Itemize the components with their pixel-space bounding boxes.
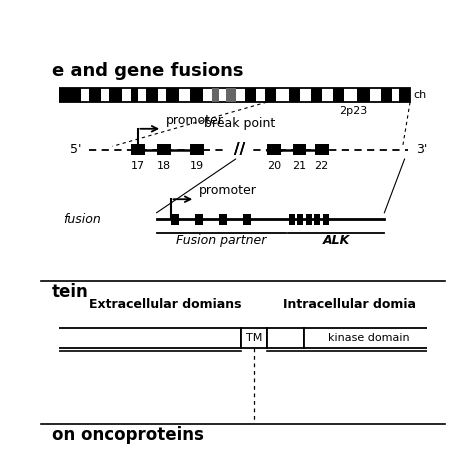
- Bar: [381, 88, 392, 102]
- Text: //: //: [234, 142, 245, 157]
- Bar: [212, 88, 219, 102]
- Bar: [89, 88, 101, 102]
- Bar: [292, 145, 307, 155]
- Text: 18: 18: [156, 161, 171, 171]
- Bar: [195, 214, 203, 225]
- Text: break point: break point: [204, 117, 275, 130]
- Bar: [219, 470, 243, 474]
- Text: ch: ch: [414, 90, 427, 100]
- Bar: [241, 328, 267, 348]
- Text: ALK: ALK: [322, 234, 350, 247]
- Bar: [109, 88, 122, 102]
- Bar: [333, 88, 344, 102]
- Bar: [94, 470, 219, 474]
- Bar: [306, 214, 311, 225]
- Bar: [303, 328, 434, 348]
- Text: 19: 19: [190, 161, 204, 171]
- Text: tein: tein: [52, 283, 89, 301]
- Bar: [131, 145, 145, 155]
- Text: //: //: [234, 142, 245, 157]
- Bar: [243, 470, 303, 474]
- Bar: [267, 145, 281, 155]
- Text: promoter: promoter: [166, 114, 224, 127]
- Bar: [357, 88, 370, 102]
- Bar: [219, 214, 227, 225]
- Text: 20: 20: [267, 161, 281, 171]
- Bar: [315, 145, 328, 155]
- Text: 5': 5': [70, 144, 82, 156]
- Bar: [156, 145, 171, 155]
- Bar: [267, 328, 303, 348]
- Bar: [311, 88, 322, 102]
- Bar: [265, 88, 276, 102]
- Bar: [52, 470, 94, 474]
- Bar: [399, 88, 410, 102]
- Bar: [314, 214, 320, 225]
- Text: on oncoproteins: on oncoproteins: [52, 426, 204, 444]
- Text: 3': 3': [416, 144, 427, 156]
- Bar: [166, 88, 179, 102]
- Bar: [323, 214, 328, 225]
- Bar: [297, 214, 303, 225]
- Text: 22: 22: [314, 161, 328, 171]
- Text: kinase domain: kinase domain: [328, 333, 410, 343]
- Text: promoter: promoter: [199, 184, 257, 197]
- Bar: [227, 88, 236, 102]
- Bar: [289, 88, 300, 102]
- Text: TM: TM: [246, 333, 262, 343]
- Bar: [52, 328, 241, 348]
- Bar: [289, 214, 295, 225]
- Bar: [171, 214, 179, 225]
- Bar: [59, 88, 82, 102]
- Text: Intracellular domia: Intracellular domia: [283, 298, 416, 311]
- Bar: [245, 88, 256, 102]
- Bar: [303, 470, 434, 474]
- Bar: [243, 214, 251, 225]
- Text: Extracellular domians: Extracellular domians: [89, 298, 241, 311]
- Text: Fusion partner: Fusion partner: [176, 234, 266, 247]
- Bar: [190, 145, 204, 155]
- Text: e and gene fusions: e and gene fusions: [52, 63, 244, 81]
- Bar: [55, 88, 410, 102]
- Text: fusion: fusion: [63, 213, 100, 226]
- Bar: [131, 88, 138, 102]
- Text: 21: 21: [292, 161, 307, 171]
- Bar: [146, 88, 158, 102]
- Bar: [190, 88, 202, 102]
- Text: 2p23: 2p23: [339, 106, 367, 116]
- Text: 17: 17: [131, 161, 145, 171]
